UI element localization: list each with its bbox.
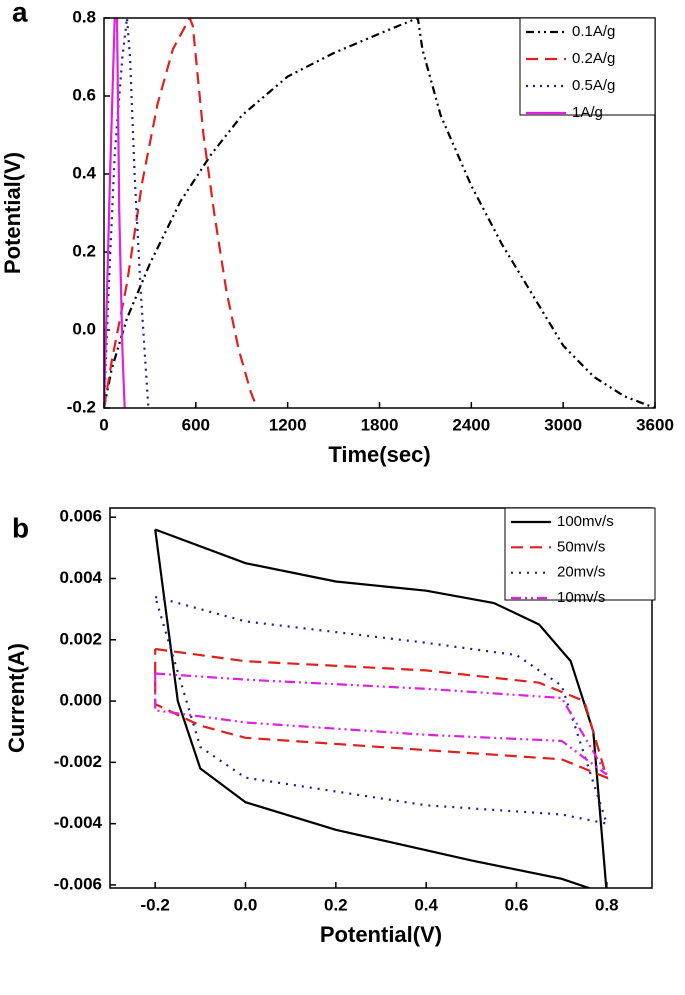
legend-label: 10mv/s [557, 589, 605, 606]
legend-label: 20mv/s [557, 564, 605, 581]
legend-box [519, 17, 656, 116]
y-axis-title: Current(A) [4, 643, 29, 753]
y-tick-label: 0.002 [59, 629, 102, 648]
legend-label: 0.5A/g [572, 77, 615, 94]
legend-label: 1A/g [572, 104, 603, 121]
series-line [154, 528, 608, 888]
y-tick-label: 0.004 [59, 568, 102, 587]
y-tick-label: 0.000 [59, 691, 102, 710]
series-line [104, 18, 126, 408]
y-tick-label: -0.2 [67, 397, 96, 416]
x-tick-label: 0.4 [414, 895, 438, 914]
y-tick-label: 0.4 [72, 163, 96, 182]
x-tick-label: 0 [99, 415, 108, 434]
x-tick-label: -0.2 [141, 895, 170, 914]
legend-label: 0.1A/g [572, 23, 615, 40]
x-axis-title: Time(sec) [328, 442, 430, 467]
x-axis-title: Potential(V) [320, 922, 442, 947]
plot-frame [103, 17, 656, 409]
panel-label: a [12, 0, 28, 27]
y-tick-label: 0.006 [59, 507, 102, 526]
series-line [104, 18, 655, 408]
plot-frame [109, 507, 653, 889]
x-tick-label: 0.6 [505, 895, 529, 914]
y-tick-label: 0.8 [72, 7, 96, 26]
series-line [154, 595, 609, 826]
x-tick-label: 2400 [452, 415, 490, 434]
y-tick-label: -0.002 [54, 752, 102, 771]
y-tick-label: 0.2 [72, 241, 96, 260]
y-axis-title: Potential(V) [0, 152, 25, 274]
series-line [154, 672, 608, 776]
y-tick-label: 0.0 [72, 319, 96, 338]
x-tick-label: 3600 [636, 415, 674, 434]
panel-label: b [12, 512, 29, 543]
x-tick-label: 600 [182, 415, 210, 434]
y-tick-label: -0.004 [54, 813, 103, 832]
series-line [154, 647, 609, 780]
legend-label: 100mv/s [557, 513, 614, 530]
legend-label: 0.2A/g [572, 50, 615, 67]
x-tick-label: 3000 [544, 415, 582, 434]
series-line [104, 18, 150, 408]
x-tick-label: 1200 [269, 415, 307, 434]
x-tick-label: 0.0 [234, 895, 258, 914]
x-tick-label: 0.8 [595, 895, 619, 914]
y-tick-label: 0.6 [72, 85, 96, 104]
x-tick-label: 0.2 [324, 895, 348, 914]
legend-box [504, 507, 656, 601]
x-tick-label: 1800 [361, 415, 399, 434]
legend-label: 50mv/s [557, 538, 605, 555]
series-line [104, 18, 259, 408]
y-tick-label: -0.006 [54, 874, 102, 893]
